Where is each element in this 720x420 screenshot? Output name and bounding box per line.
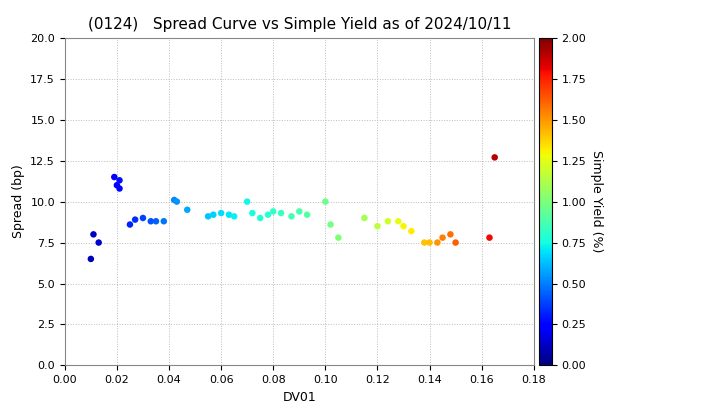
Point	[382, 218, 394, 225]
Point	[302, 211, 313, 218]
Point	[114, 177, 125, 184]
Point	[418, 239, 430, 246]
Point	[372, 223, 383, 229]
Point	[171, 198, 183, 205]
Point	[325, 221, 336, 228]
Point	[359, 215, 370, 221]
Point	[130, 216, 141, 223]
Point	[109, 174, 120, 181]
Y-axis label: Spread (bp): Spread (bp)	[12, 165, 24, 239]
Point	[85, 255, 96, 262]
Point	[124, 221, 135, 228]
Point	[247, 210, 258, 216]
Point	[202, 213, 214, 220]
Point	[445, 231, 456, 238]
Point	[168, 197, 180, 203]
Point	[158, 218, 170, 225]
Point	[489, 154, 500, 161]
Point	[397, 223, 409, 229]
Title: (0124)   Spread Curve vs Simple Yield as of 2024/10/11: (0124) Spread Curve vs Simple Yield as o…	[88, 18, 511, 32]
Point	[405, 228, 417, 234]
Point	[424, 239, 436, 246]
Point	[437, 234, 449, 241]
Point	[93, 239, 104, 246]
Point	[286, 213, 297, 220]
Point	[431, 239, 443, 246]
Point	[138, 215, 149, 221]
Point	[320, 198, 331, 205]
Point	[241, 198, 253, 205]
Point	[88, 231, 99, 238]
Point	[333, 234, 344, 241]
Point	[215, 210, 227, 216]
Point	[181, 207, 193, 213]
Point	[484, 234, 495, 241]
X-axis label: DV01: DV01	[282, 391, 316, 404]
Point	[450, 239, 462, 246]
Y-axis label: Simple Yield (%): Simple Yield (%)	[590, 150, 603, 253]
Point	[145, 218, 156, 225]
Point	[111, 182, 122, 189]
Point	[392, 218, 404, 225]
Point	[294, 208, 305, 215]
Point	[114, 185, 125, 192]
Point	[150, 218, 162, 225]
Point	[267, 208, 279, 215]
Point	[254, 215, 266, 221]
Point	[207, 211, 219, 218]
Point	[275, 210, 287, 216]
Point	[228, 213, 240, 220]
Point	[223, 211, 235, 218]
Point	[262, 211, 274, 218]
